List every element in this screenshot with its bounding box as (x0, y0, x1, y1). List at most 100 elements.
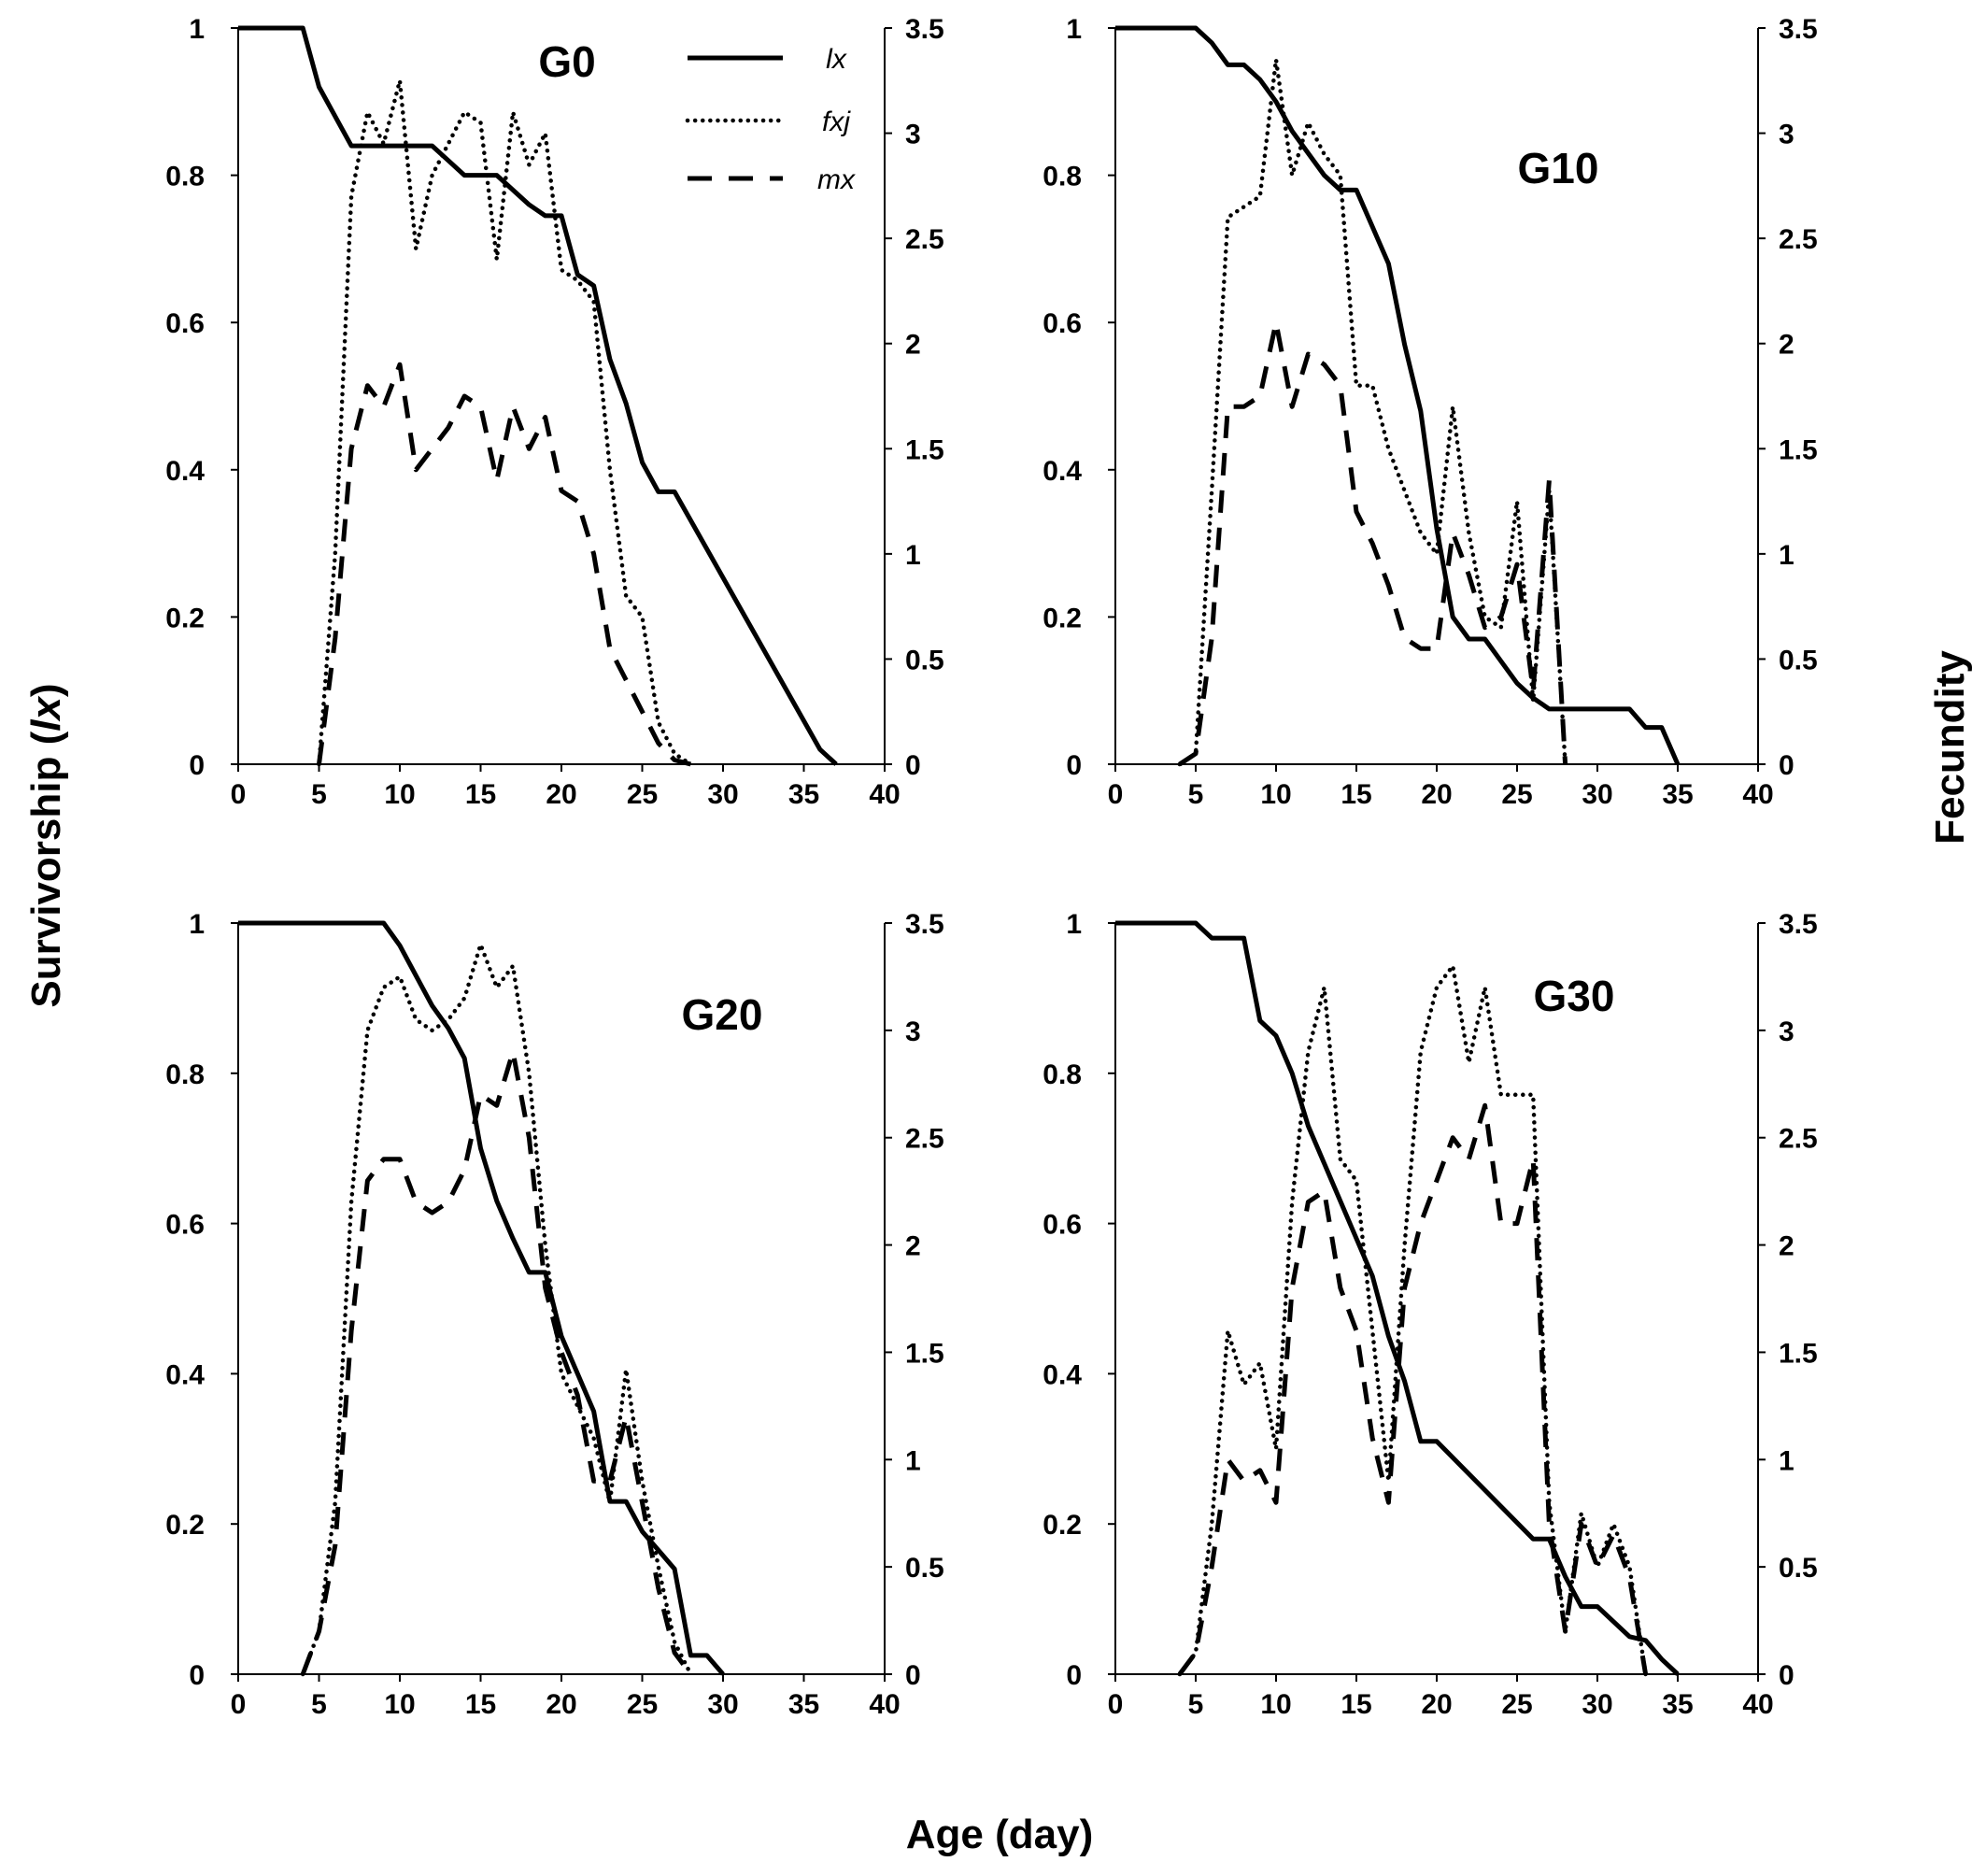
y-left-tick-label: 0.4 (1043, 456, 1082, 487)
y-left-tick-label: 0.6 (1043, 308, 1082, 339)
x-tick-label: 15 (465, 1689, 496, 1720)
y-right-tick-label: 2 (1779, 330, 1794, 361)
y-axis-left-label: Survivorship (lx) (23, 683, 69, 1007)
y-right-tick-label: 0.5 (905, 1553, 944, 1584)
panel-title: G20 (682, 990, 763, 1039)
y-right-tick-label: 2.5 (905, 224, 944, 255)
legend: lx fxj mx (685, 44, 856, 195)
series-lx-line (238, 920, 725, 1676)
panel-g10: 0 5 10 15 20 25 30 35 4000.20.40.60.8100.511.522… (1043, 14, 1817, 810)
y-left-tick-label: 1 (1066, 14, 1082, 45)
x-tick-label: 35 (788, 1689, 819, 1720)
x-tick-label: 40 (1742, 779, 1773, 810)
y-right-tick-label: 1 (905, 540, 921, 571)
y-right-tick-label: 3 (1779, 120, 1794, 150)
series-fxj-line (1177, 57, 1568, 767)
x-tick-label: 10 (1260, 779, 1291, 810)
x-tick-label: 15 (1341, 779, 1371, 810)
y-left-tick-label: 0.6 (165, 308, 205, 339)
y-right-tick-label: 0.5 (905, 645, 944, 675)
y-right-tick-label: 1.5 (1779, 434, 1818, 465)
panel-title: G0 (538, 37, 595, 86)
x-tick-label: 0 (1108, 779, 1124, 810)
legend-label-mx: mx (817, 164, 856, 195)
x-tick-label: 15 (1341, 1689, 1371, 1720)
y-right-tick-label: 3 (1779, 1016, 1794, 1047)
x-tick-label: 35 (1662, 779, 1693, 810)
y-right-tick-label: 3.5 (1779, 909, 1818, 940)
x-tick-label: 30 (1582, 1689, 1612, 1720)
x-tick-label: 40 (869, 1689, 900, 1720)
y-left-tick-label: 0.6 (1043, 1210, 1082, 1241)
y-left-tick-label: 0.2 (165, 1510, 205, 1541)
x-tick-label: 10 (384, 779, 415, 810)
x-tick-label: 20 (1421, 1689, 1452, 1720)
legend-label-lx: lx (826, 44, 847, 75)
y-right-tick-label: 3.5 (905, 14, 944, 45)
x-tick-label: 0 (231, 1689, 247, 1720)
y-right-tick-label: 2 (905, 330, 921, 361)
series-mx-line (317, 362, 692, 767)
panel-title: G10 (1518, 144, 1599, 192)
y-left-tick-label: 0.6 (165, 1210, 205, 1241)
y-left-tick-label: 0.4 (165, 456, 205, 487)
y-right-tick-label: 2.5 (1779, 224, 1818, 255)
series-mx-line (1178, 320, 1568, 767)
y-right-tick-label: 0 (1779, 1660, 1794, 1691)
panel-g0: 0 5 10 15 20 25 30 35 4000.20.40.60.8100.511.522… (165, 14, 943, 810)
x-tick-label: 30 (1582, 779, 1612, 810)
panel-g20: 0 5 10 15 20 25 30 35 4000.20.40.60.8100.511.522… (165, 909, 943, 1720)
y-left-tick-label: 0.4 (165, 1359, 205, 1390)
x-tick-label: 40 (869, 779, 900, 810)
y-right-tick-label: 0 (905, 1660, 921, 1691)
y-right-tick-label: 2.5 (1779, 1124, 1818, 1155)
y-right-tick-label: 0.5 (1779, 645, 1818, 675)
y-right-tick-label: 1.5 (905, 1338, 944, 1369)
y-right-tick-label: 3.5 (1779, 14, 1818, 45)
y-left-tick-label: 0.8 (1043, 162, 1082, 192)
x-tick-label: 25 (1501, 779, 1532, 810)
panel-g30: 0 5 10 15 20 25 30 35 4000.20.40.60.8100.511.522… (1043, 909, 1817, 1720)
y-right-tick-label: 3.5 (905, 909, 944, 940)
series-lx-line (1115, 25, 1681, 766)
x-tick-label: 15 (465, 779, 496, 810)
y-left-tick-label: 0.4 (1043, 1359, 1082, 1390)
y-axis-right-label: Fecundity (1927, 650, 1973, 845)
y-left-tick-label: 1 (1066, 909, 1082, 940)
series-mx-line (1177, 1102, 1649, 1676)
y-left-tick-label: 1 (189, 909, 205, 940)
series-lx-line (238, 25, 838, 766)
y-left-tick-label: 0.8 (165, 1059, 205, 1090)
y-right-tick-label: 2 (1779, 1231, 1794, 1262)
y-right-tick-label: 0 (1779, 750, 1794, 781)
x-tick-label: 10 (1260, 1689, 1291, 1720)
series-fxj-line (317, 78, 693, 767)
x-tick-label: 25 (1501, 1689, 1532, 1720)
panel-title: G30 (1534, 972, 1615, 1020)
y-right-tick-label: 2 (905, 1231, 921, 1262)
y-left-tick-label: 0.8 (165, 162, 205, 192)
y-left-tick-label: 0 (1066, 1660, 1082, 1691)
y-left-tick-label: 0.8 (1043, 1059, 1082, 1090)
x-tick-label: 5 (311, 1689, 327, 1720)
x-tick-label: 10 (384, 1689, 415, 1720)
y-right-tick-label: 1.5 (1779, 1338, 1818, 1369)
x-tick-label: 0 (231, 779, 247, 810)
x-tick-label: 20 (546, 1689, 576, 1720)
x-tick-label: 25 (627, 1689, 658, 1720)
y-right-tick-label: 0 (905, 750, 921, 781)
x-tick-label: 20 (1421, 779, 1452, 810)
x-tick-label: 30 (707, 779, 738, 810)
x-tick-label: 5 (311, 779, 327, 810)
y-right-tick-label: 3 (905, 1016, 921, 1047)
series-fxj-line (300, 942, 693, 1677)
y-right-tick-label: 1 (1779, 540, 1794, 571)
x-tick-label: 20 (546, 779, 576, 810)
y-left-tick-label: 1 (189, 14, 205, 45)
x-tick-label: 35 (1662, 1689, 1693, 1720)
y-right-tick-label: 2.5 (905, 1124, 944, 1155)
x-axis-label: Age (day) (906, 1812, 1093, 1857)
x-tick-label: 5 (1188, 1689, 1204, 1720)
x-tick-label: 30 (707, 1689, 738, 1720)
